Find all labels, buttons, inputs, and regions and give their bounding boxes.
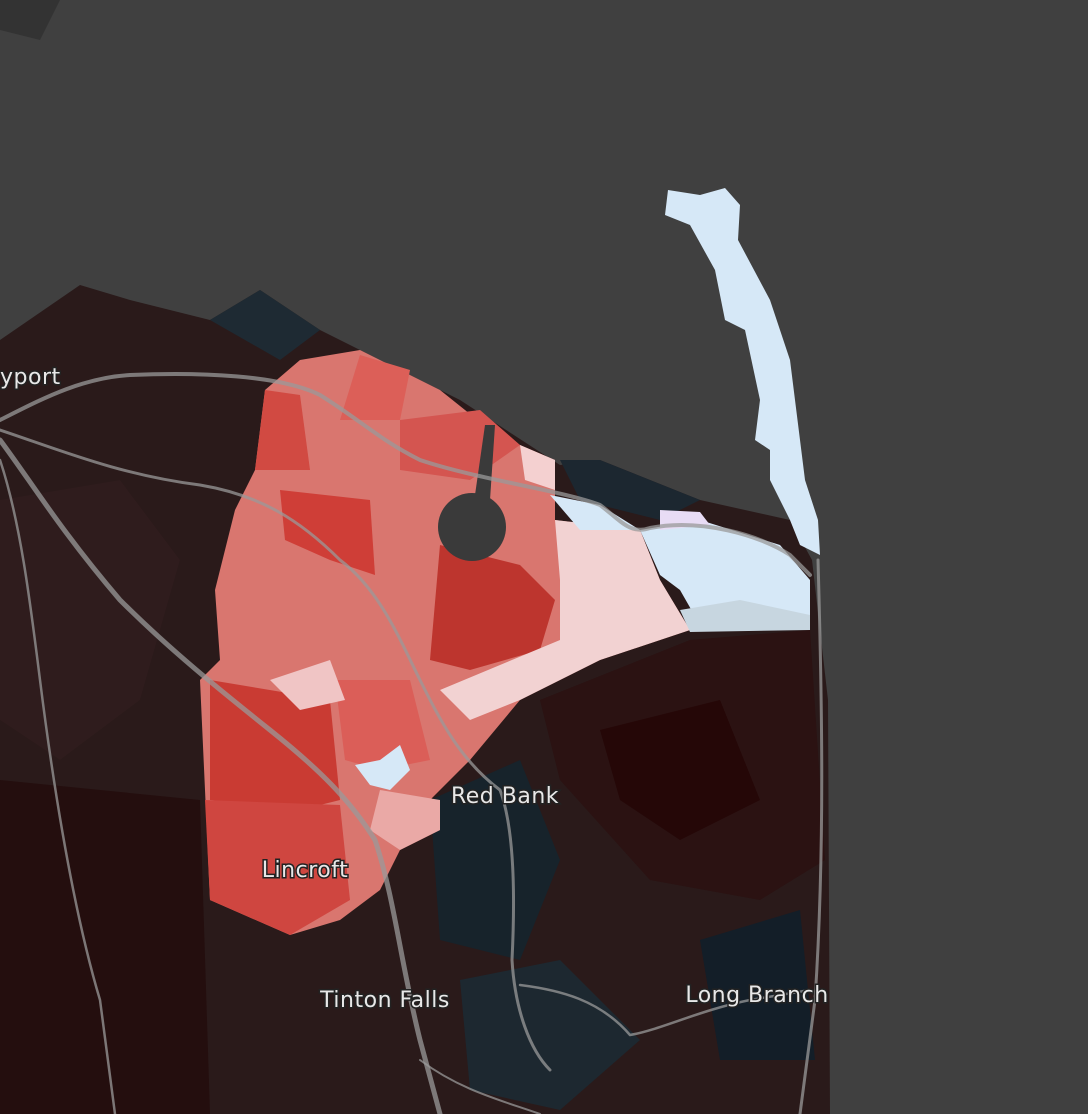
- highlight-region: [200, 350, 690, 935]
- roads: [0, 372, 824, 1114]
- place-label: Red Bank: [451, 784, 559, 809]
- place-label: Lincroft: [262, 858, 348, 883]
- land-fragment: [0, 0, 60, 40]
- place-label: Long Branch: [685, 983, 828, 1008]
- place-label: Tinton Falls: [319, 988, 450, 1013]
- place-label: yport: [0, 365, 61, 390]
- land-tracts: [0, 290, 825, 1114]
- place-labels: yport Red Bank Lincroft Tinton Falls Lon…: [0, 364, 830, 1015]
- light-tracts: [355, 188, 820, 790]
